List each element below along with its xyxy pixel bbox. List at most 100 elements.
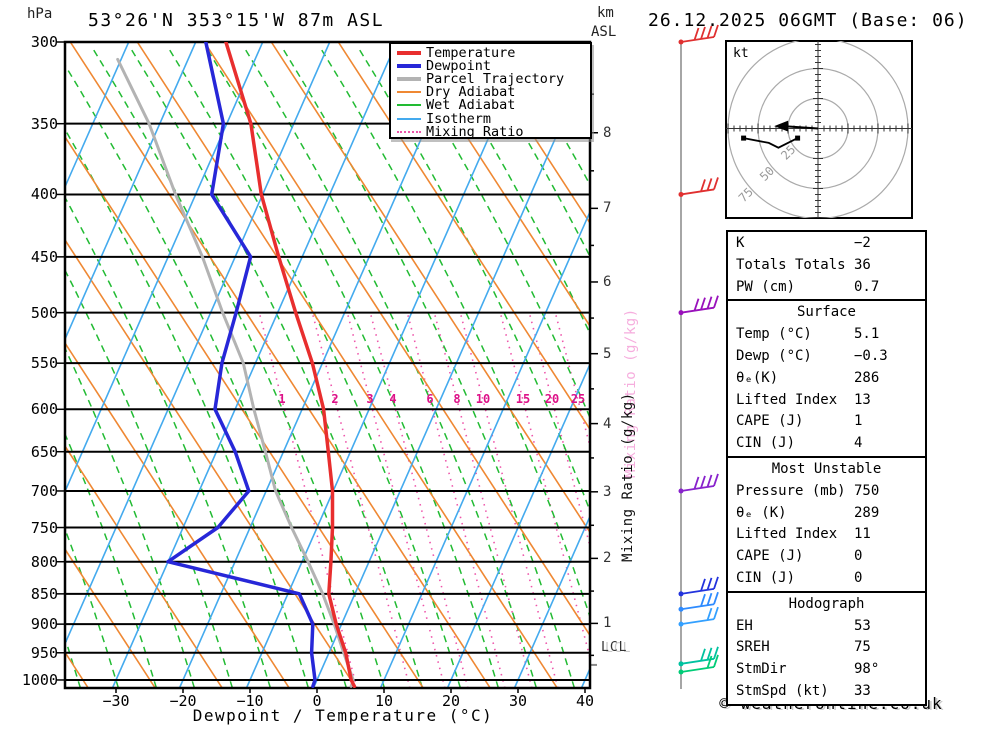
legend-item: Temperature xyxy=(397,44,590,61)
legend-line-swatch xyxy=(397,76,421,81)
table-row-value: −0.3 xyxy=(854,347,888,364)
table-row: CAPE (J) 1 xyxy=(728,411,925,433)
legend-item-label: Dewpoint xyxy=(426,57,492,74)
table-row-value: 33 xyxy=(854,682,871,699)
legend-item: Mixing Ratio xyxy=(397,123,590,140)
table-row: Pressure (mb) 750 xyxy=(728,481,925,503)
x-axis-title: Dewpoint / Temperature (°C) xyxy=(192,706,494,725)
table-row-value: 98° xyxy=(854,661,880,678)
table-row-label: CAPE (J) xyxy=(736,548,804,565)
plot-frame xyxy=(63,40,592,690)
table-row-label: θₑ(K) xyxy=(736,369,779,386)
legend-item-label: Mixing Ratio xyxy=(426,123,524,140)
table-row: StmDir 98° xyxy=(728,659,925,681)
pressure-tick-label: 500 xyxy=(30,303,58,322)
table-row: CAPE (J) 0 xyxy=(728,546,925,568)
page-title: 53°26'N 353°15'W 87m ASL xyxy=(88,10,385,31)
table-row-label: Dewp (°C) xyxy=(736,347,812,364)
table-row: EH 53 xyxy=(728,616,925,638)
table-row: Lifted Index 13 xyxy=(728,390,925,412)
table-row: PW (cm) 0.7 xyxy=(728,277,925,299)
table-row-value: 4 xyxy=(854,435,863,452)
parcel-trajectory-curve xyxy=(116,57,355,688)
legend-box: Temperature Dewpoint Parcel Trajectory Dry … xyxy=(389,42,592,140)
mixing-ratio-value-label: 6 xyxy=(426,392,434,406)
legend-line-swatch xyxy=(397,117,421,120)
pressure-tick-label: 700 xyxy=(30,481,58,500)
table-row-label: SREH xyxy=(736,639,770,656)
table-section-title: Most Unstable xyxy=(771,460,882,477)
km-tick-label: 1 xyxy=(603,615,612,632)
table-row-value: 13 xyxy=(854,391,871,408)
table-row-label: Totals Totals xyxy=(736,256,846,273)
km-tick-label: 4 xyxy=(603,415,612,432)
temp-tick-label: −10 xyxy=(236,692,264,710)
legend-item-label: Isotherm xyxy=(426,110,492,127)
table-row: Dewp (°C) −0.3 xyxy=(728,346,925,368)
legend-item: Parcel Trajectory xyxy=(397,71,590,87)
temp-tick-label: −30 xyxy=(102,692,130,710)
table-section: Hodograph EH 53 SREH 75 StmDir 98° StmSpd (kt) 3… xyxy=(726,590,927,706)
table-row-value: 11 xyxy=(854,526,871,543)
table-section: K −2 Totals Totals 36 PW (cm) 0.7 xyxy=(726,230,927,302)
km-tick-label: 2 xyxy=(603,550,612,567)
legend-item-label: Temperature xyxy=(426,44,516,61)
legend-item-label: Wet Adiabat xyxy=(426,97,516,114)
legend-line-swatch xyxy=(397,63,421,68)
table-row-value: 53 xyxy=(854,617,871,634)
legend-item: Wet Adiabat xyxy=(397,97,590,114)
table-section: Most Unstable Pressure (mb) 750 θₑ (K) 289 Li… xyxy=(726,455,927,593)
run-date-label: 26.12.2025 06GMT (Base: 06) xyxy=(648,10,968,31)
pressure-tick-label: 950 xyxy=(30,643,58,662)
table-row-label: Temp (°C) xyxy=(736,326,812,343)
hodograph-unit-label: kt xyxy=(733,46,749,61)
km-tick-label: 3 xyxy=(603,483,612,500)
table-row-value: 0 xyxy=(854,548,863,565)
legend-item-label: Dry Adiabat xyxy=(426,84,516,101)
table-section-title: Hodograph xyxy=(788,595,865,612)
table-row: Temp (°C) 5.1 xyxy=(728,324,925,346)
legend-line-swatch xyxy=(397,104,421,107)
dewpoint-curve xyxy=(166,42,317,688)
mixing-ratio-value-label: 2 xyxy=(331,392,339,406)
table-row: Lifted Index 11 xyxy=(728,524,925,546)
legend-line-swatch xyxy=(397,50,421,55)
table-row-label: PW (cm) xyxy=(736,278,796,295)
mixing-ratio-lines xyxy=(258,311,590,688)
pressure-tick-label: 850 xyxy=(30,584,58,603)
pressure-tick-label: 900 xyxy=(30,615,58,634)
table-row-label: Pressure (mb) xyxy=(736,482,846,499)
pressure-tick-label: 1000 xyxy=(21,670,58,689)
dry-adiabats xyxy=(65,42,590,688)
mixing-ratio-value-label: 10 xyxy=(475,392,491,406)
table-row-value: 289 xyxy=(854,504,880,521)
temp-tick-label: 30 xyxy=(508,692,528,710)
table-row-label: StmSpd (kt) xyxy=(736,682,829,699)
mixing-ratio-axis-label: Mixing Ratio (g/kg) xyxy=(620,392,636,562)
legend-item: Dry Adiabat xyxy=(397,84,590,101)
table-row-label: Lifted Index xyxy=(736,391,838,408)
temp-tick-label: 10 xyxy=(374,692,394,710)
pressure-tick-label: 750 xyxy=(30,518,58,537)
table-row-label: K xyxy=(736,235,745,251)
km-tick-label: 6 xyxy=(603,273,612,290)
lcl-marker-label: LCL xyxy=(601,640,628,655)
wind-barbs xyxy=(678,24,719,689)
table-row-label: EH xyxy=(736,617,753,634)
legend-line-swatch xyxy=(397,91,421,94)
table-row-label: CAPE (J) xyxy=(736,413,804,430)
temperature-curve xyxy=(224,42,357,688)
table-row-value: 0 xyxy=(854,569,863,586)
table-row: Totals Totals 36 xyxy=(728,255,925,277)
indices-table: K −2 Totals Totals 36 PW (cm) 0.7 Surface Temp … xyxy=(726,230,927,706)
mixing-ratio-value-label: 15 xyxy=(515,392,531,406)
table-row-label: θₑ (K) xyxy=(736,504,787,521)
legend-line-swatch xyxy=(397,130,421,133)
legend-item: Dewpoint xyxy=(397,57,590,74)
table-row-label: CIN (J) xyxy=(736,569,796,586)
table-row-value: 5.1 xyxy=(854,326,880,343)
table-row: θₑ(K) 286 xyxy=(728,368,925,390)
table-row: SREH 75 xyxy=(728,637,925,659)
